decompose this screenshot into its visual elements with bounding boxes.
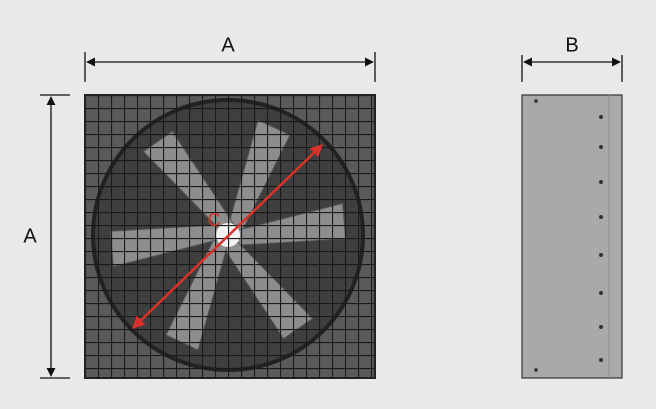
grille <box>84 94 376 379</box>
front-view: C <box>84 94 376 379</box>
diameter-label: C <box>208 210 221 230</box>
side-panel <box>521 94 623 379</box>
side-view <box>521 94 623 379</box>
height-label: A <box>23 225 37 247</box>
bolts <box>534 99 603 372</box>
diameter-arrow <box>132 144 323 329</box>
depth-label: B <box>565 34 578 56</box>
width-label: A <box>221 34 235 56</box>
